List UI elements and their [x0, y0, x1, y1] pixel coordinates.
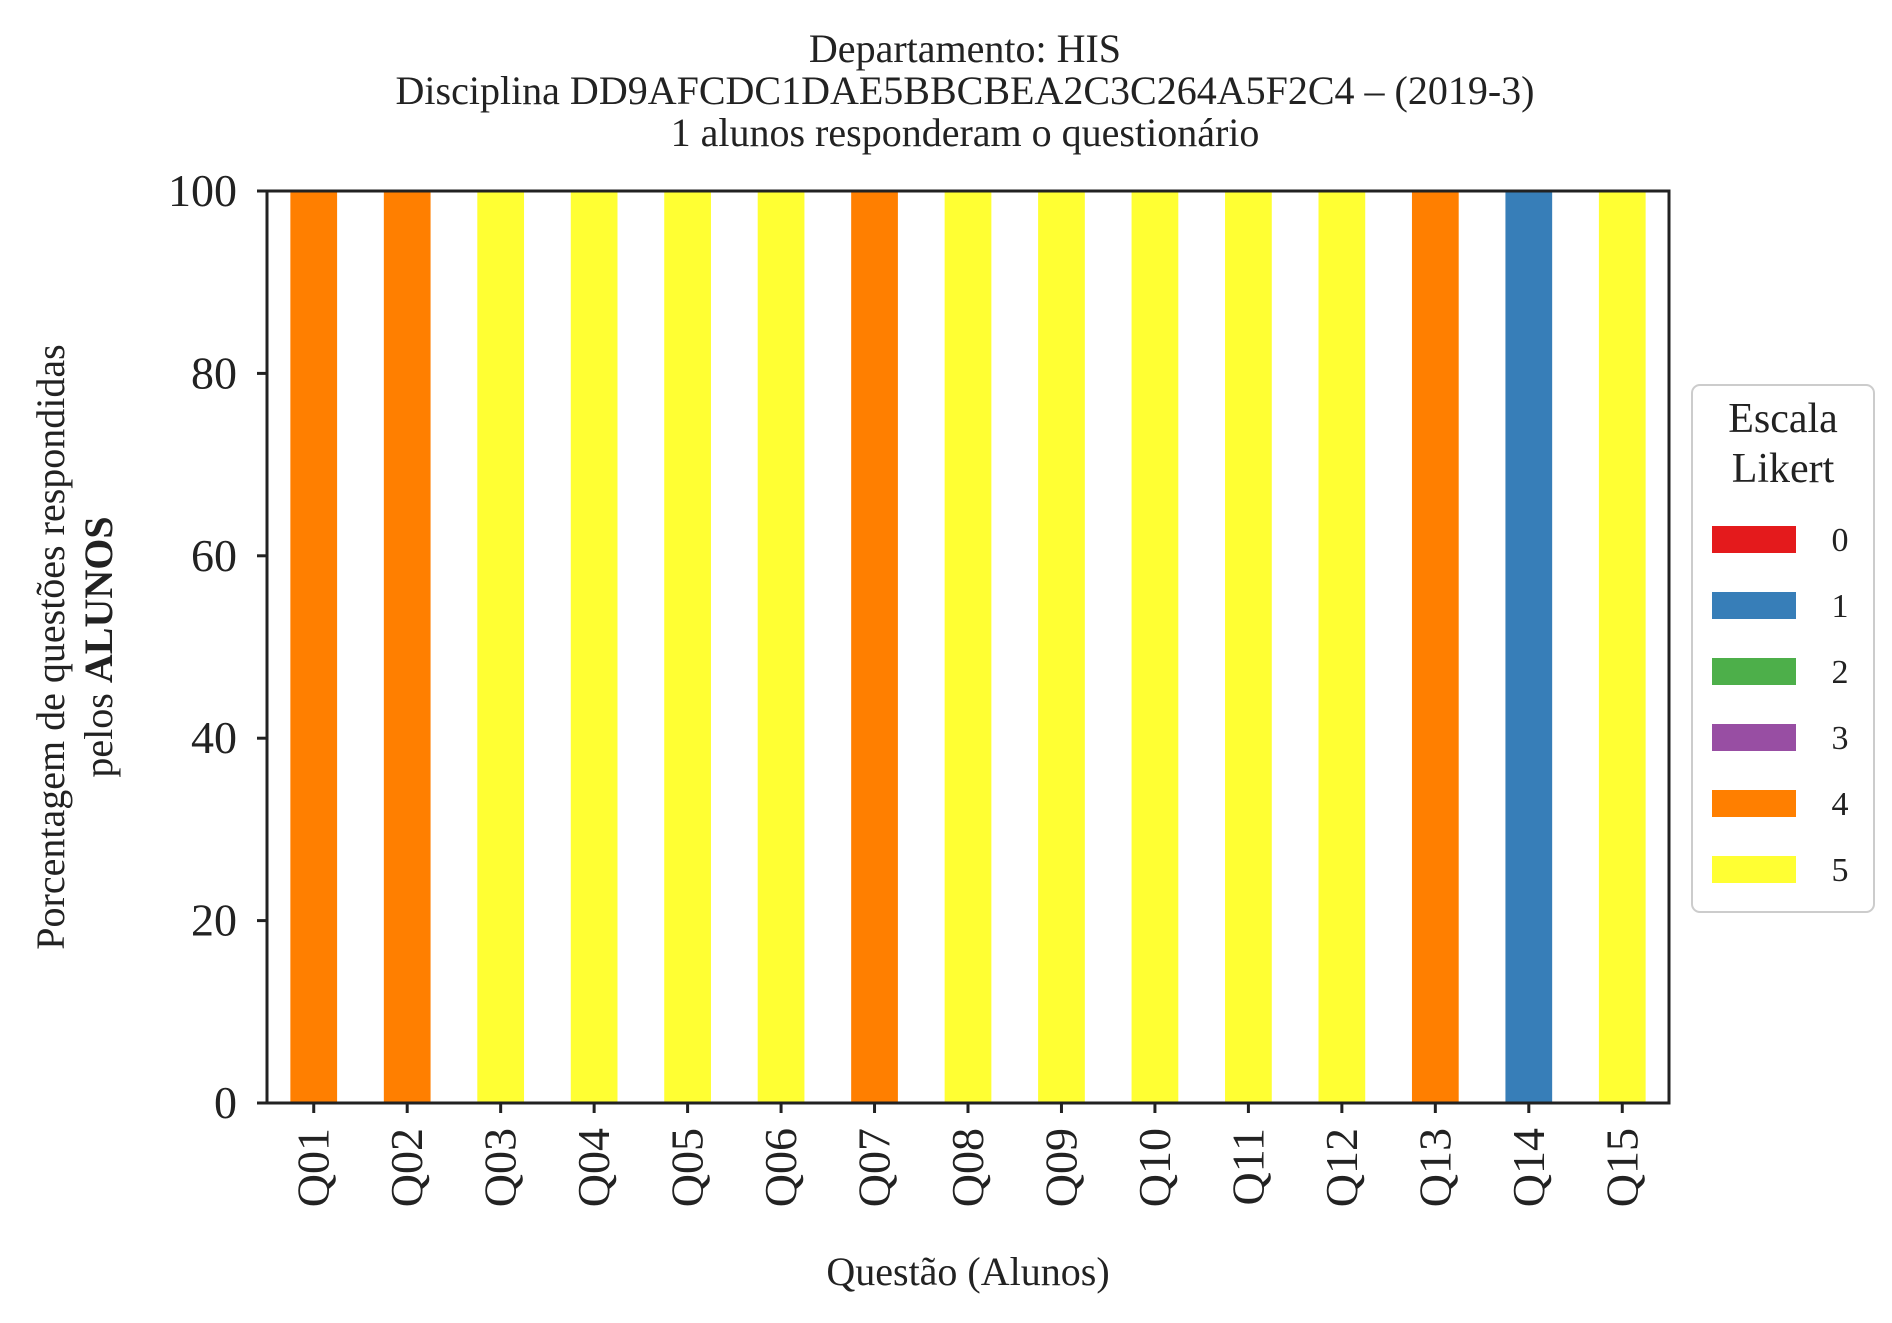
- x-tick-label: Q02: [381, 1128, 432, 1207]
- legend-swatch-1: [1712, 592, 1796, 619]
- y-axis-label: Porcentagem de questões respondidas pelos…: [28, 344, 121, 949]
- y-tick-label: 40: [191, 712, 237, 763]
- x-axis-ticks: Q01 Q02 Q03 Q04 Q05 Q06 Q07 Q08 Q09 Q10 Q11 Q12 Q13 Q…: [288, 1103, 1647, 1207]
- bar-q15-scale-5: [1598, 191, 1646, 1103]
- bar-q11-scale-5: [1225, 191, 1272, 1103]
- bar-q14-scale-1: [1505, 191, 1553, 1103]
- bar-q10-scale-5: [1131, 191, 1179, 1103]
- title-line: 1 alunos responderam o questionário: [671, 110, 1260, 155]
- x-tick-label: Q09: [1035, 1128, 1086, 1207]
- legend-label-3: 3: [1832, 720, 1849, 757]
- x-tick-label: Q05: [662, 1128, 713, 1207]
- title-line: Departamento: HIS: [809, 26, 1121, 71]
- legend-title: Escala: [1728, 396, 1838, 442]
- y-tick-label: 80: [191, 347, 237, 398]
- bar-q01-scale-4: [290, 191, 338, 1103]
- bar-q12-scale-5: [1318, 191, 1366, 1103]
- x-axis-label: Questão (Alunos): [826, 1249, 1109, 1294]
- bar-q07-scale-4: [851, 191, 898, 1103]
- x-tick-label: Q07: [849, 1128, 900, 1207]
- x-tick-label: Q10: [1129, 1128, 1180, 1207]
- x-tick-label: Q03: [475, 1128, 526, 1207]
- x-tick-label: Q08: [942, 1128, 993, 1207]
- bar-q08-scale-5: [944, 191, 992, 1103]
- bar-q06-scale-5: [757, 191, 805, 1103]
- y-tick-label: 100: [168, 165, 237, 216]
- y-tick-label: 0: [214, 1077, 237, 1128]
- legend-label-4: 4: [1832, 786, 1849, 823]
- bar-q13-scale-4: [1411, 191, 1459, 1103]
- x-tick-label: Q14: [1503, 1128, 1554, 1207]
- legend-swatch-0: [1712, 526, 1796, 553]
- legend-swatch-4: [1712, 790, 1796, 817]
- bar-q04-scale-5: [570, 191, 618, 1103]
- legend-label-1: 1: [1832, 588, 1849, 625]
- legend-box: [1691, 384, 1875, 913]
- legend-swatch-3: [1712, 724, 1796, 751]
- y-tick-label: 60: [191, 530, 237, 581]
- legend-title: Likert: [1732, 446, 1835, 492]
- legend-swatch-2: [1712, 658, 1796, 685]
- legend-swatch-5: [1712, 856, 1796, 883]
- y-axis-label-line2: pelos ALUNOS: [76, 516, 121, 777]
- y-axis-label-prefix: pelos: [76, 683, 121, 777]
- x-tick-label: Q12: [1316, 1128, 1367, 1207]
- x-tick-label: Q06: [755, 1128, 806, 1207]
- title-line: Disciplina DD9AFCDC1DAE5BBCBEA2C3C264A5F…: [396, 68, 1535, 113]
- bar-q02-scale-4: [383, 191, 431, 1103]
- y-tick-label: 20: [191, 895, 237, 946]
- plot-frame: [265, 189, 1671, 1105]
- legend-label-5: 5: [1832, 852, 1849, 889]
- bars: [290, 191, 1646, 1103]
- x-tick-label: Q04: [568, 1128, 619, 1207]
- y-axis-label-line1: Porcentagem de questões respondidas: [28, 344, 73, 949]
- x-tick-label: Q01: [288, 1128, 339, 1207]
- bar-q03-scale-5: [477, 191, 525, 1103]
- x-tick-label: Q13: [1409, 1128, 1460, 1207]
- bar-q09-scale-5: [1038, 191, 1085, 1103]
- legend-label-2: 2: [1832, 654, 1849, 691]
- y-axis-label-bold: ALUNOS: [76, 516, 121, 683]
- x-tick-label: Q11: [1222, 1128, 1273, 1206]
- x-tick-label: Q15: [1596, 1128, 1647, 1207]
- bar-q05-scale-5: [664, 191, 711, 1103]
- legend-label-0: 0: [1832, 522, 1849, 559]
- y-axis-ticks: 0 20 40 60 80 100: [168, 165, 267, 1128]
